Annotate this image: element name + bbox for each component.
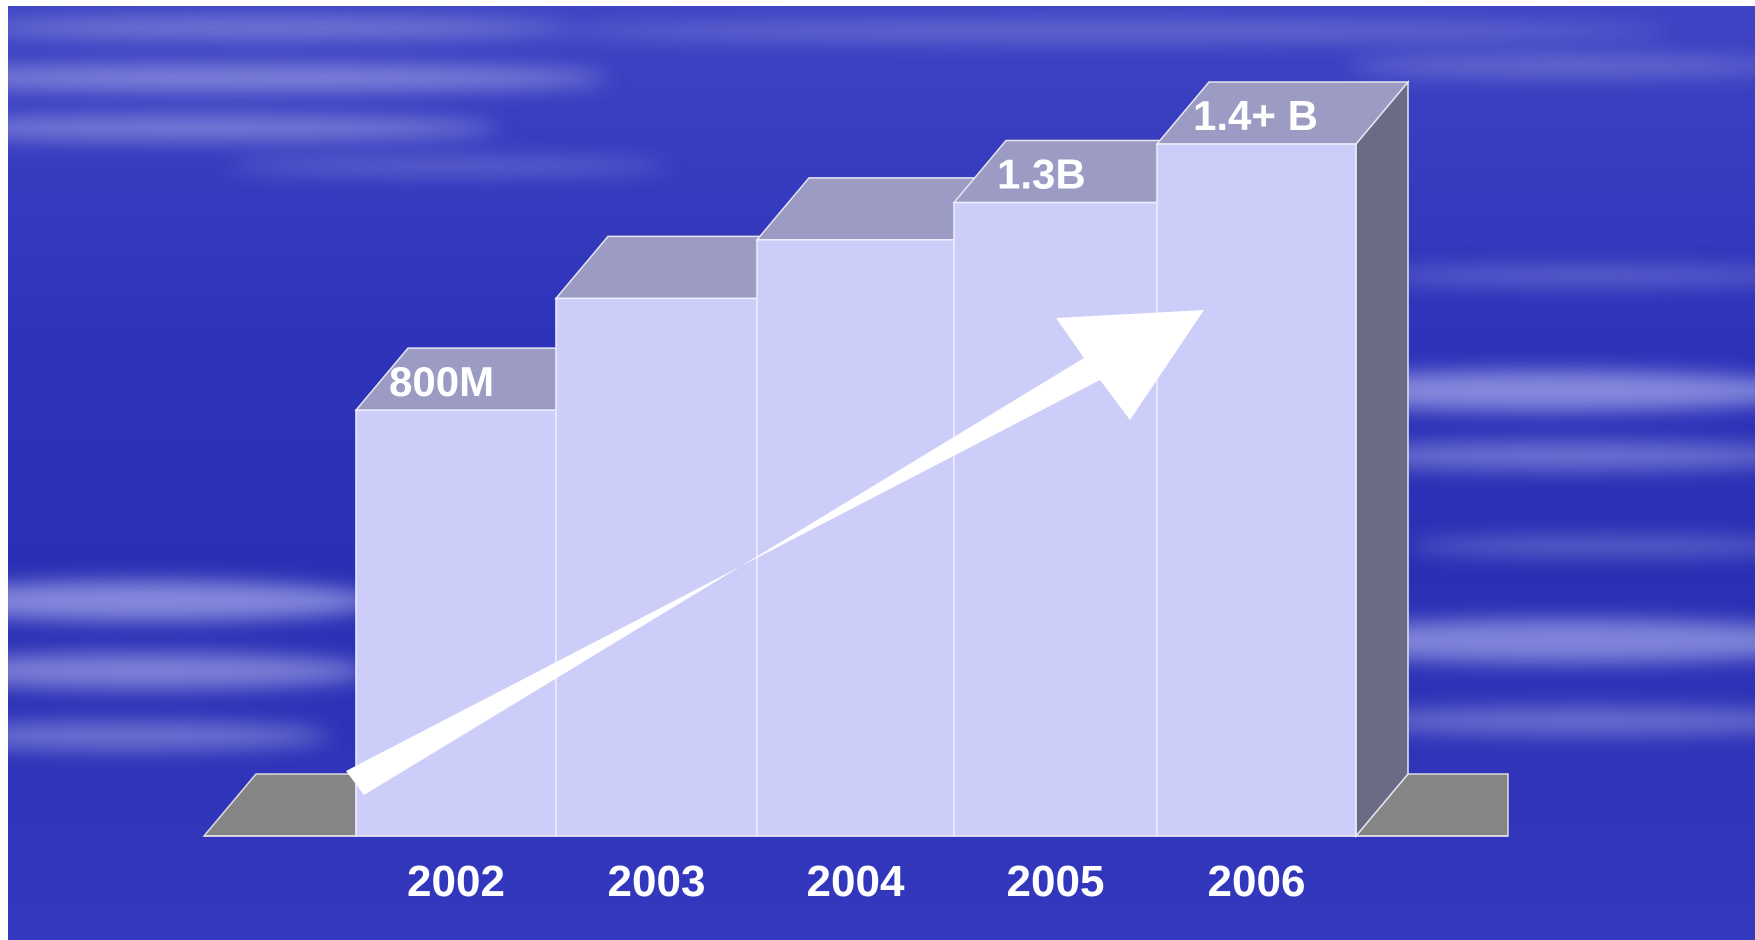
cloud-streak (1348, 56, 1755, 76)
cloud-streak (8, 116, 498, 140)
bar (555, 297, 758, 837)
data-label: 1.4+ B (1193, 92, 1318, 139)
bar-chart: 800M 1.3B 1.4+ B 2002 2003 2004 2005 2006 (8, 18, 1755, 906)
bar (953, 201, 1158, 837)
cloud-streak (8, 18, 568, 38)
x-tick-label: 2006 (1208, 857, 1306, 906)
chart-plot: 800M 1.3B 1.4+ B 2002 2003 2004 2005 2006 (202, 79, 1509, 906)
cloud-streaks (8, 18, 1755, 750)
cloud-streak (228, 158, 668, 174)
cloud-streak (8, 722, 328, 750)
x-tick-label: 2003 (608, 857, 706, 906)
x-tick-label: 2004 (807, 857, 905, 906)
cloud-streak (1368, 267, 1755, 285)
cloud-streak (8, 581, 378, 621)
cloud-streak (1328, 442, 1755, 470)
trend-arrow (346, 310, 1204, 795)
data-label: 800M (389, 358, 494, 405)
cloud-streak (1408, 536, 1755, 556)
cloud-streak (8, 65, 608, 91)
x-tick-label: 2002 (407, 857, 505, 906)
floor-left (202, 773, 357, 837)
data-label: 1.3B (997, 151, 1086, 198)
cloud-streak (8, 653, 368, 689)
slide: 800M 1.3B 1.4+ B 2002 2003 2004 2005 2006 (8, 6, 1755, 940)
bar (756, 239, 955, 837)
bar (1156, 143, 1357, 837)
cloud-streak (548, 22, 1668, 40)
bar-side-face (1355, 79, 1409, 839)
x-tick-label: 2005 (1007, 857, 1105, 906)
cloud-streak (1348, 707, 1755, 735)
